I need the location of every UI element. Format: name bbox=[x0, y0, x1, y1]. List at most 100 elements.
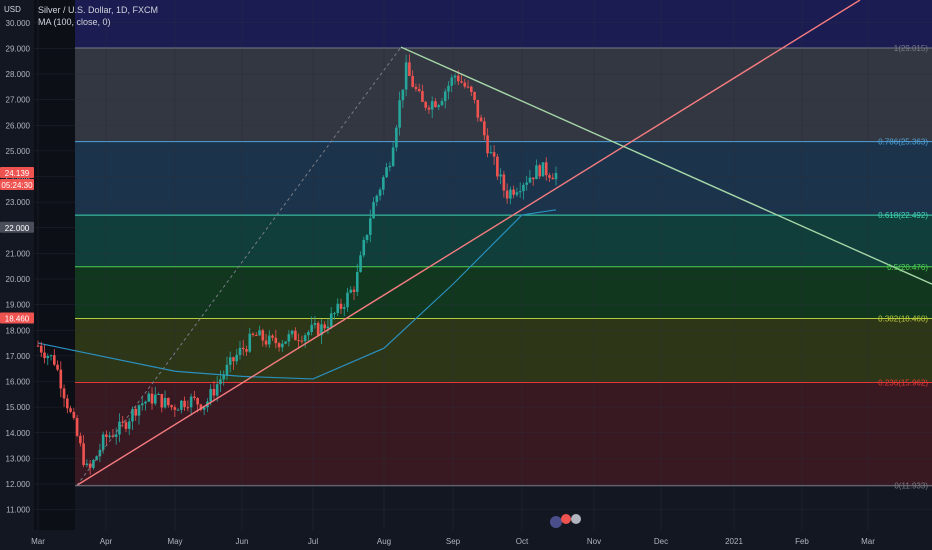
price-tick-label: 13.000 bbox=[6, 454, 31, 463]
candle-body bbox=[121, 421, 125, 423]
candle-body bbox=[522, 184, 525, 192]
candle-body bbox=[502, 174, 506, 191]
time-tick-label: Aug bbox=[377, 537, 391, 546]
time-axis[interactable]: Mar Apr May Jun Jul Aug Sep Oct Nov Dec 2021 Feb Mar bbox=[0, 530, 932, 550]
candle-body bbox=[114, 434, 118, 437]
price-tick-label: 15.000 bbox=[6, 403, 31, 412]
indicator-label[interactable]: MA (100, close, 0) bbox=[38, 17, 111, 27]
candle-body bbox=[105, 434, 108, 437]
candle-body bbox=[525, 182, 528, 185]
candle-body bbox=[499, 174, 502, 177]
time-tick-label: Jun bbox=[236, 537, 249, 546]
candle-body bbox=[254, 335, 258, 337]
price-tick-label: 11.000 bbox=[6, 506, 30, 515]
candle-body bbox=[456, 75, 460, 82]
candle-body bbox=[157, 393, 160, 395]
candle-body bbox=[101, 434, 105, 450]
candle-body bbox=[492, 152, 496, 157]
price-tag bbox=[0, 221, 34, 233]
price-tag-label: 22.000 bbox=[5, 224, 30, 233]
ma100-line bbox=[37, 209, 557, 380]
candle-body bbox=[336, 303, 340, 314]
time-tick-label: 2021 bbox=[725, 537, 743, 546]
candle-body bbox=[349, 289, 353, 293]
candle-body bbox=[385, 167, 388, 178]
candle-body bbox=[414, 86, 418, 89]
candle-body bbox=[355, 272, 359, 292]
grid bbox=[34, 0, 932, 530]
price-tag-label: 18.460 bbox=[5, 314, 30, 323]
candle-body bbox=[75, 418, 79, 436]
candle-body bbox=[212, 388, 216, 396]
candles bbox=[36, 54, 558, 475]
candle-body bbox=[515, 192, 519, 195]
candle-body bbox=[88, 463, 92, 468]
candle-body bbox=[382, 177, 385, 190]
candle-body bbox=[167, 397, 170, 406]
price-tick-label: 16.000 bbox=[6, 378, 31, 387]
candle-body bbox=[147, 393, 151, 402]
events-badge[interactable] bbox=[550, 514, 581, 528]
candle-body bbox=[92, 460, 95, 468]
candle-body bbox=[548, 175, 551, 178]
candle-body bbox=[268, 335, 271, 345]
candle-body bbox=[443, 91, 447, 102]
candle-body bbox=[512, 189, 515, 195]
candle-body bbox=[193, 396, 196, 398]
time-tick-label: Oct bbox=[516, 537, 529, 546]
time-tick-label: Sep bbox=[446, 537, 461, 546]
candle-body bbox=[417, 88, 421, 92]
candle-body bbox=[118, 421, 121, 435]
candle-body bbox=[316, 323, 320, 336]
candle-body bbox=[49, 355, 53, 357]
candle-body bbox=[404, 62, 408, 90]
candle-body bbox=[222, 375, 225, 380]
fib-zone bbox=[75, 215, 932, 267]
candle-body bbox=[248, 333, 252, 352]
candle-body bbox=[453, 75, 457, 78]
candle-body bbox=[359, 255, 362, 273]
candle-body bbox=[391, 147, 395, 167]
time-tick-label: Feb bbox=[795, 537, 809, 546]
candle-body bbox=[199, 404, 203, 410]
price-tag-label: 05:24:30 bbox=[1, 181, 33, 190]
falling-trendline bbox=[400, 46, 932, 285]
candle-body bbox=[176, 409, 180, 411]
candle-body bbox=[489, 152, 493, 154]
candle-body bbox=[241, 347, 245, 350]
candle-body bbox=[303, 335, 307, 342]
price-tick-label: 30.000 bbox=[6, 19, 31, 28]
candle-body bbox=[137, 405, 141, 416]
price-tick-label: 18.000 bbox=[6, 326, 31, 335]
price-tick-label: 28.000 bbox=[6, 70, 31, 79]
time-tick-label: Nov bbox=[587, 537, 601, 546]
candle-body bbox=[388, 166, 392, 168]
candle-body bbox=[479, 117, 483, 122]
candle-body bbox=[421, 91, 424, 102]
candle-body bbox=[261, 330, 265, 341]
candle-body bbox=[287, 334, 291, 342]
candle-body bbox=[300, 340, 304, 342]
price-tick-label: 26.000 bbox=[6, 121, 31, 130]
time-tick-label: May bbox=[167, 537, 182, 546]
candle-body bbox=[395, 127, 398, 148]
fib-level-label: 0.382(18.460) bbox=[878, 314, 928, 323]
candle-body bbox=[124, 422, 128, 429]
candle-body bbox=[460, 81, 463, 83]
candle-body bbox=[258, 330, 261, 336]
candle-body bbox=[245, 349, 248, 352]
time-axis-bg bbox=[0, 530, 932, 550]
candle-body bbox=[98, 449, 102, 457]
candle-body bbox=[473, 91, 476, 100]
price-axis[interactable]: 11.000 12.000 13.000 14.000 15.000 16.000 17.0… bbox=[0, 0, 34, 530]
event-dot-icon bbox=[571, 514, 581, 524]
price-tick-label: 14.000 bbox=[6, 429, 31, 438]
candle-body bbox=[538, 165, 542, 177]
candle-body bbox=[294, 330, 297, 341]
candle-body bbox=[447, 85, 450, 92]
candle-body bbox=[85, 463, 89, 465]
symbol-title[interactable]: Silver / U.S. Dollar, 1D, FXCM bbox=[38, 5, 159, 15]
candle-body bbox=[82, 443, 85, 465]
candle-body bbox=[424, 101, 427, 108]
